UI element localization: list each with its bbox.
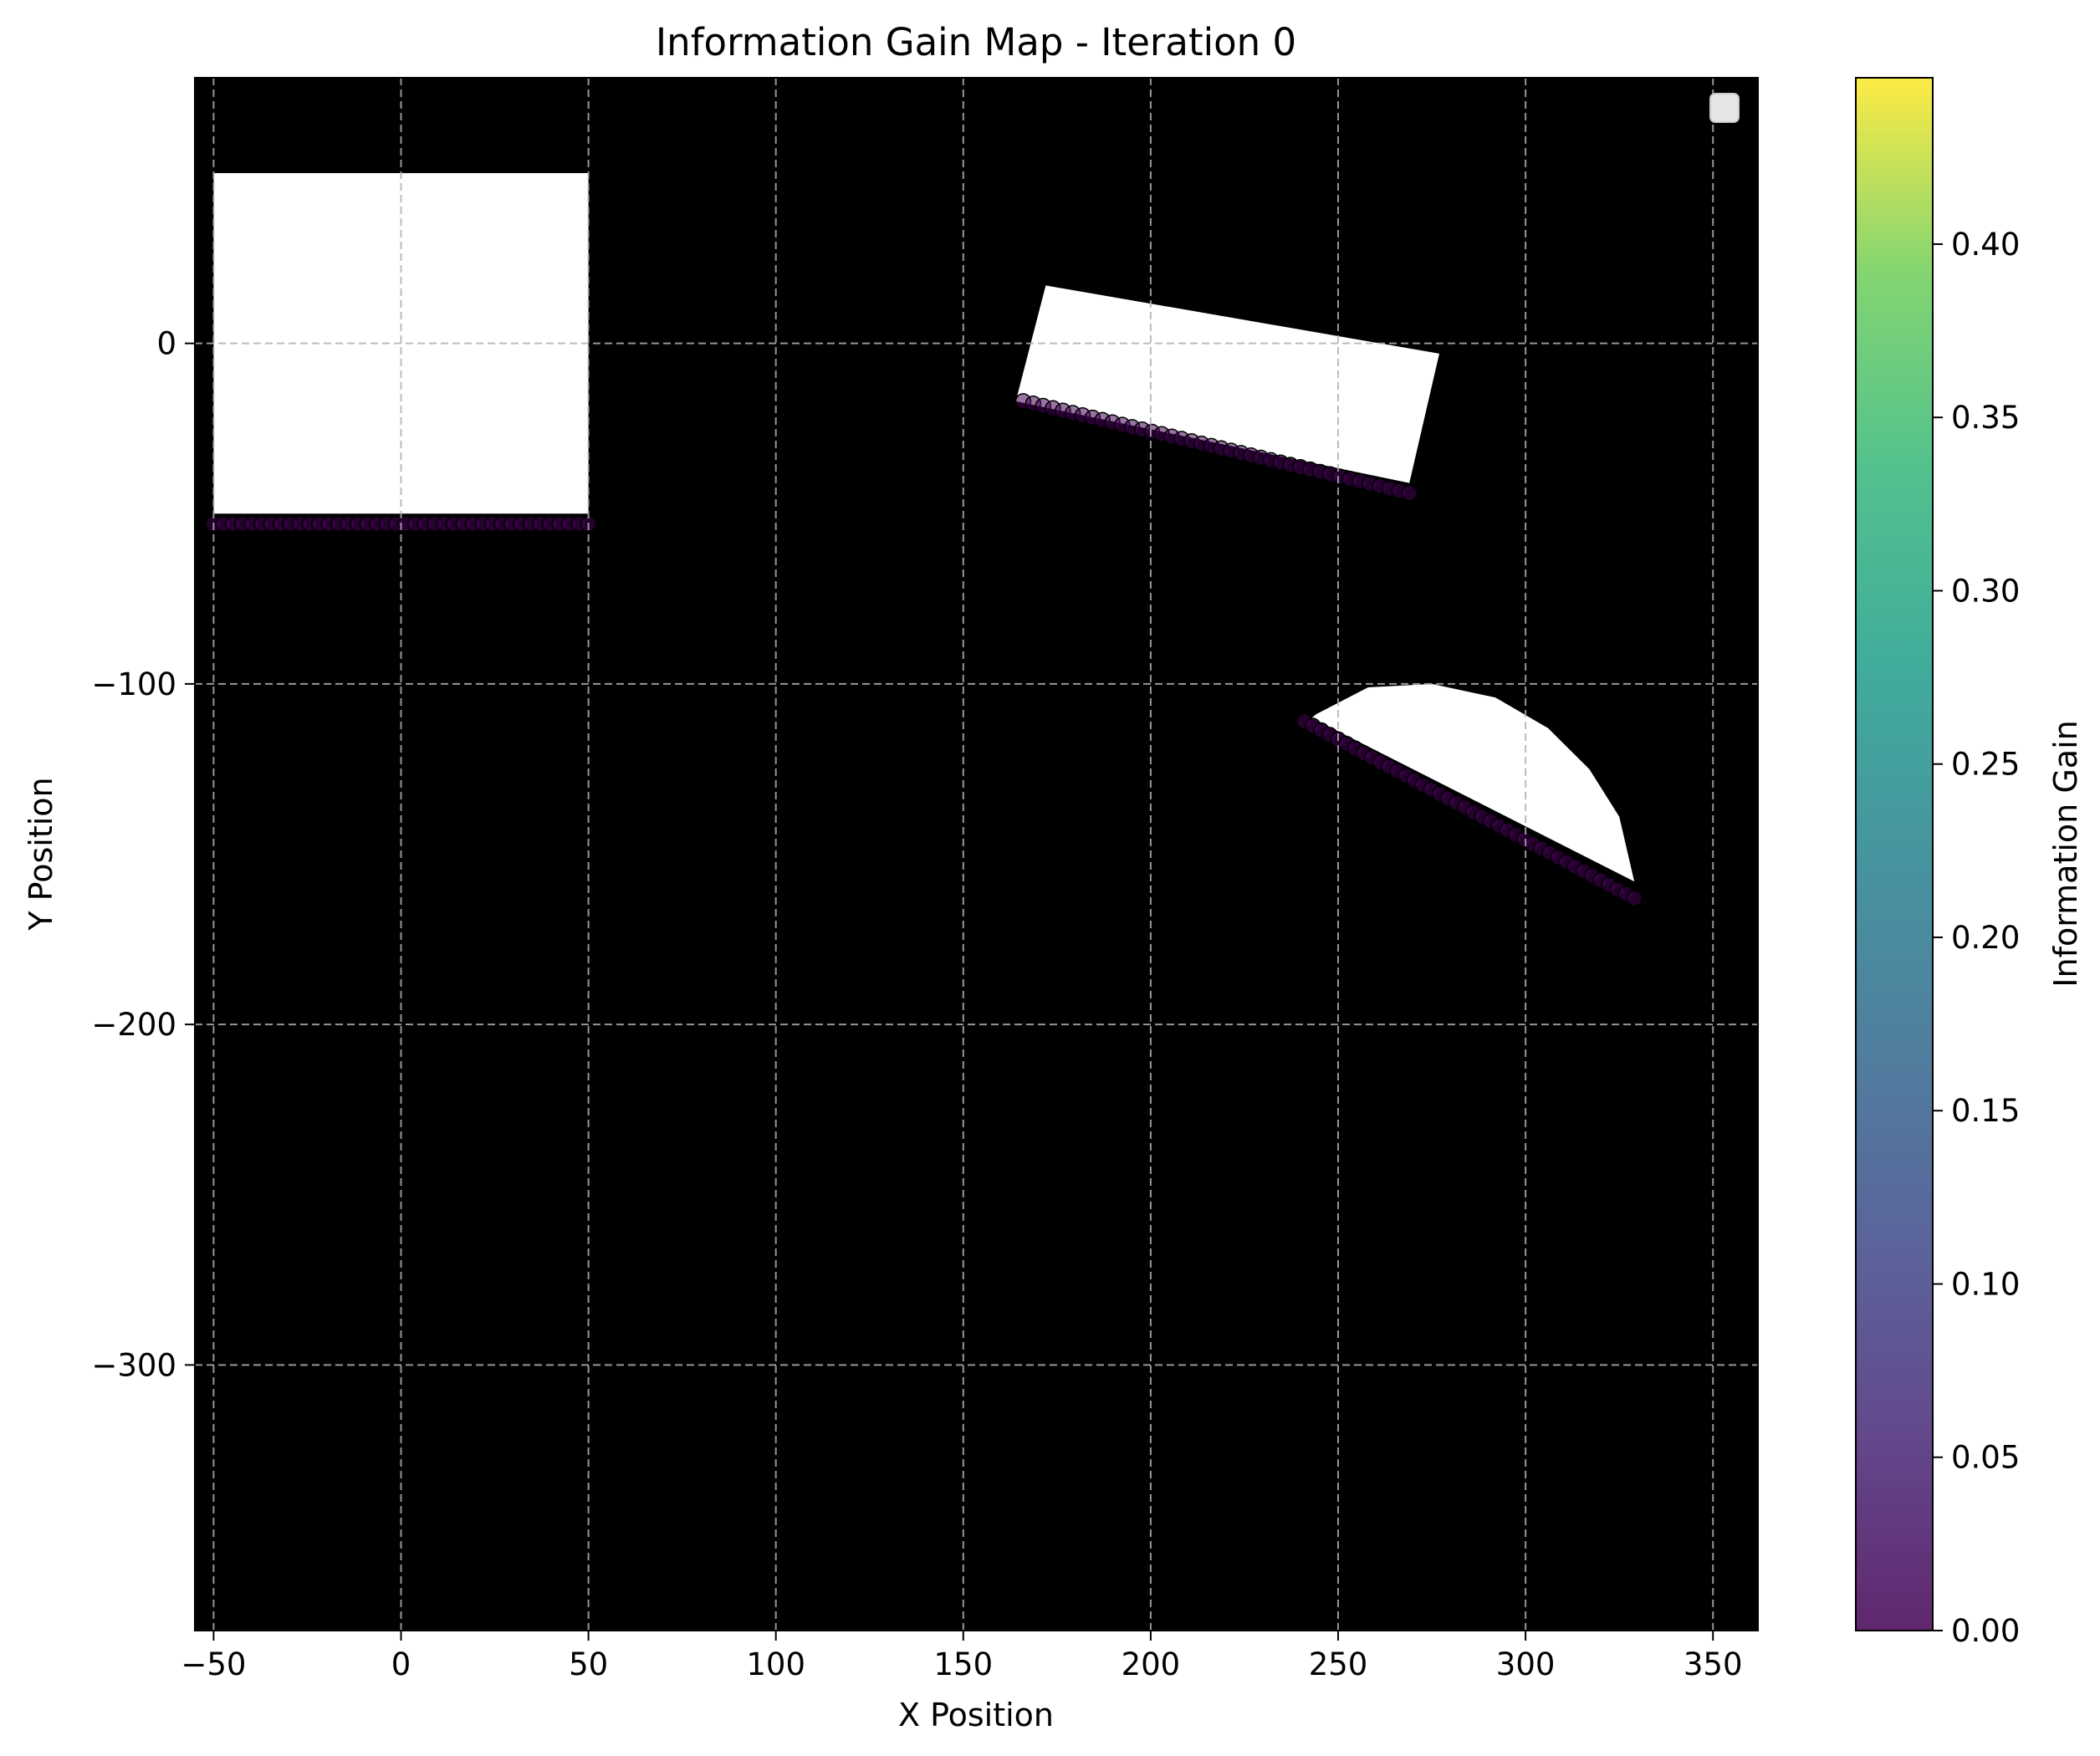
colorbar-tick-label: 0.35 — [1951, 400, 2020, 436]
colorbar-ticks: 0.00 0.05 0.10 0.15 0.20 0.25 0.30 0.35 0.40 — [1933, 227, 2020, 1649]
legend-box — [1709, 93, 1740, 123]
frontier-point — [1401, 485, 1418, 502]
y-tick-label: −100 — [91, 666, 176, 702]
colorbar-tick-label: 0.30 — [1951, 573, 2020, 609]
colorbar-tick-label: 0.10 — [1951, 1266, 2020, 1302]
x-tick-label: 350 — [1684, 1646, 1743, 1682]
colorbar-tick-label: 0.40 — [1951, 227, 2020, 263]
x-tick-label: 100 — [746, 1646, 805, 1682]
colorbar-tick-label: 0.15 — [1951, 1093, 2020, 1129]
y-tick-label: −200 — [91, 1007, 176, 1043]
obstacle-2 — [1015, 285, 1439, 483]
chart-title: Information Gain Map - Iteration 0 — [656, 20, 1296, 64]
plot-frame — [194, 77, 1759, 1631]
y-axis-label: Y Position — [23, 777, 59, 931]
frontier-points-layer — [205, 393, 1643, 907]
frontier-point — [1626, 890, 1643, 907]
y-tick-label: 0 — [156, 326, 176, 362]
colorbar — [1855, 77, 1934, 1631]
x-tick-label: −50 — [181, 1646, 246, 1682]
colorbar-tick-label: 0.05 — [1951, 1440, 2020, 1476]
y-tick-label: −300 — [91, 1347, 176, 1383]
y-axis: 0 −100 −200 −300 — [91, 326, 195, 1383]
x-tick-label: 200 — [1122, 1646, 1181, 1682]
x-tick-label: 250 — [1309, 1646, 1368, 1682]
colorbar-tick-label: 0.20 — [1951, 920, 2020, 956]
x-axis: −50 0 50 100 150 200 250 300 350 — [181, 1631, 1743, 1682]
x-axis-label: X Position — [898, 1697, 1054, 1733]
x-tick-label: 0 — [391, 1646, 411, 1682]
obstacle-3 — [1311, 683, 1635, 882]
colorbar-tick-label: 0.25 — [1951, 747, 2020, 783]
colorbar-tick-label: 0.00 — [1951, 1613, 2020, 1649]
x-tick-label: 150 — [934, 1646, 994, 1682]
x-tick-label: 50 — [569, 1646, 608, 1682]
colorbar-label: Information Gain — [2047, 720, 2084, 987]
grid-lines — [195, 78, 1758, 1631]
x-tick-label: 300 — [1496, 1646, 1556, 1682]
